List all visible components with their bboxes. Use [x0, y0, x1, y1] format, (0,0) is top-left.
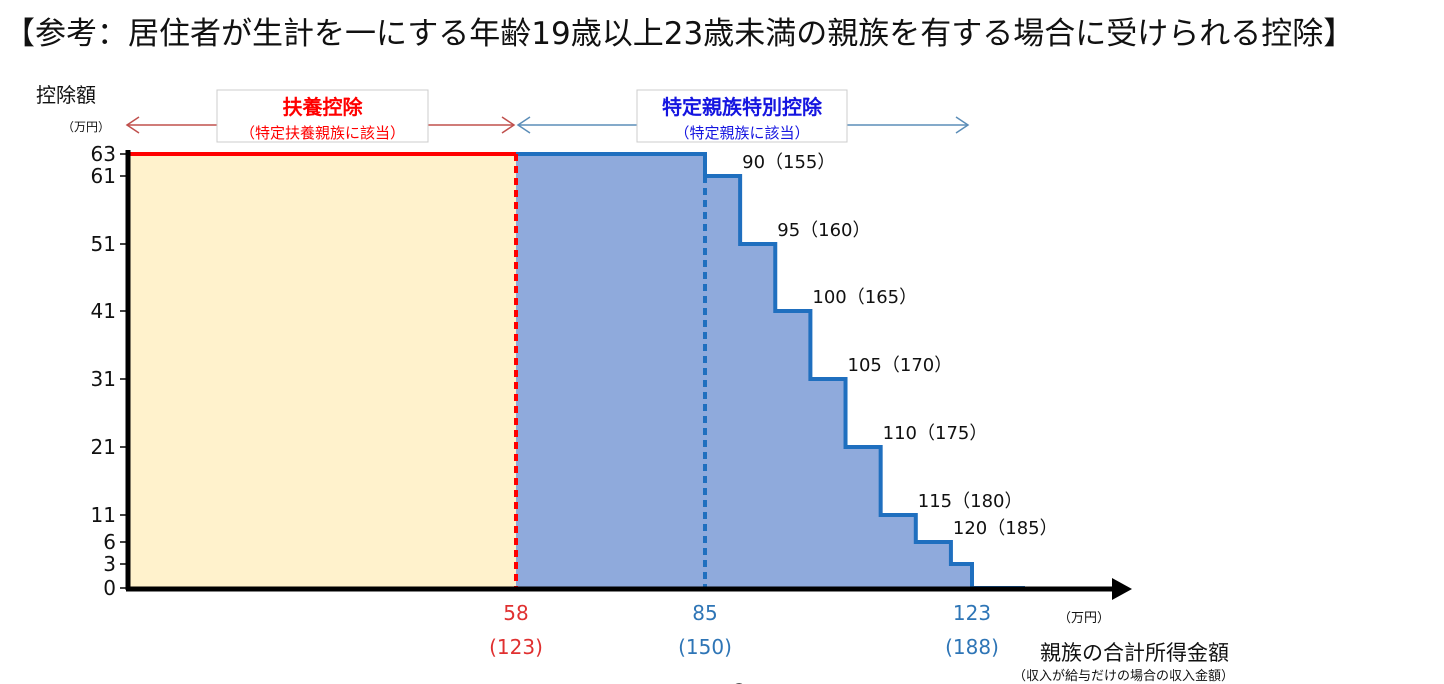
- fuyo-label: 扶養控除: [283, 95, 364, 119]
- y-tick-label: 6: [103, 530, 116, 554]
- y-axis-unit: （万円）: [62, 120, 110, 134]
- y-tick-label: 41: [91, 299, 116, 323]
- y-tick-label: 61: [91, 164, 116, 188]
- x-axis-arrow-icon: [1112, 578, 1132, 600]
- tokutei-arrow-right-icon: [955, 116, 970, 134]
- fuyo-label-box: [216, 89, 429, 143]
- step-label: 90（155）: [742, 152, 835, 173]
- x-axis-unit: （万円）: [1058, 611, 1110, 626]
- step-line: [516, 152, 1025, 590]
- y-tick-label: 0: [103, 576, 116, 600]
- x-tick-label: 123: [953, 601, 991, 625]
- step-label: 115（180）: [918, 491, 1023, 512]
- fuyo-arrow-left-icon: [125, 116, 140, 134]
- region-fill-fuyo: [130, 154, 516, 588]
- tokutei-label-box: [636, 89, 848, 143]
- x-tick-label: 85: [692, 601, 717, 625]
- fuyo-sublabel: （特定扶養親族に該当）: [240, 124, 405, 142]
- y-tick-label: 63: [91, 142, 116, 166]
- tokutei-label: 特定親族特別控除: [662, 95, 823, 119]
- step-label: 95（160）: [777, 220, 870, 241]
- y-tick-label: 31: [91, 367, 116, 391]
- x-tick-label: 58: [503, 601, 528, 625]
- y-axis-label: 控除額: [36, 83, 96, 107]
- page-number: 2: [733, 681, 747, 684]
- x-tick-sublabel: (188): [945, 635, 999, 659]
- step-label: 120（185）: [953, 518, 1058, 539]
- x-tick-sublabel: (123): [489, 635, 543, 659]
- chart-title: 【参考：居住者が生計を一にする年齢19歳以上23歳未満の親族を有する場合に受けら…: [4, 16, 1355, 52]
- y-tick-label: 11: [91, 503, 116, 527]
- y-tick-label: 3: [103, 552, 116, 576]
- x-tick-sublabel: (150): [678, 635, 732, 659]
- tokutei-sublabel: （特定親族に該当）: [674, 124, 809, 142]
- region-fill-tokutei: [516, 154, 972, 588]
- fuyo-arrow-right-icon: [501, 116, 516, 134]
- step-label: 110（175）: [883, 423, 988, 444]
- y-tick-label: 51: [91, 232, 116, 256]
- tokutei-arrow-left-icon: [516, 116, 531, 134]
- step-label: 100（165）: [812, 287, 917, 308]
- x-axis-sublabel: （収入が給与だけの場合の収入金額）: [1013, 668, 1234, 684]
- y-tick-label: 21: [91, 435, 116, 459]
- step-label: 105（170）: [848, 355, 953, 376]
- x-axis-label: 親族の合計所得金額: [1040, 641, 1229, 665]
